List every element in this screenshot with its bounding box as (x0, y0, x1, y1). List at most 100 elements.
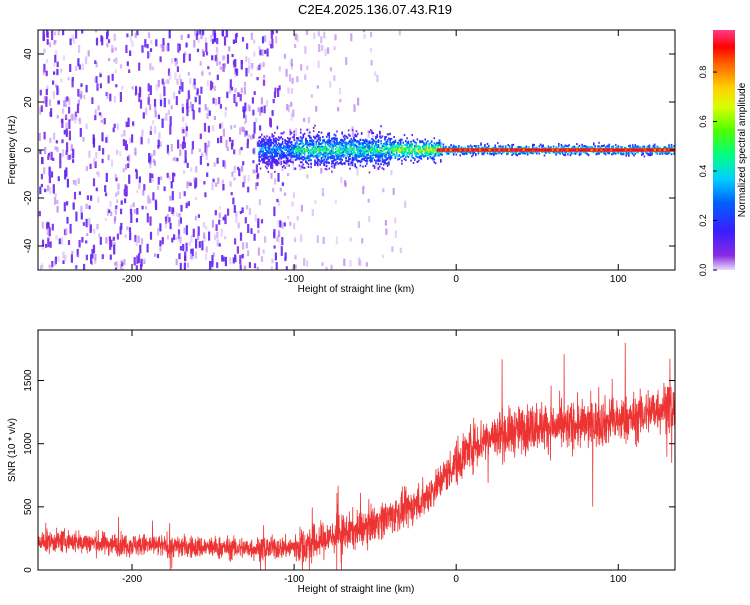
spectrogram-cell (223, 55, 226, 60)
spectrogram-cell (270, 44, 273, 49)
spectrogram-cell (555, 153, 557, 156)
spectrogram-cell (178, 234, 181, 242)
spectrogram-cell (93, 158, 96, 165)
spectrogram-cell (379, 156, 381, 159)
spectrogram-cell (243, 121, 246, 125)
spectrogram-cell (465, 152, 468, 155)
spectrogram-cell (515, 153, 517, 156)
spectrogram-cell (116, 233, 119, 240)
spectrogram-cell (233, 94, 236, 104)
spectrogram-cell (319, 143, 321, 145)
spectrogram-cell (469, 144, 472, 147)
spectrogram-cell (297, 157, 299, 160)
spectrogram-cell (299, 136, 302, 139)
spectrogram-cell (93, 228, 96, 234)
spectrogram-cell (324, 143, 327, 145)
spectrogram-cell (154, 105, 157, 112)
spectrogram-cell (259, 49, 262, 56)
spectrogram-cell (51, 261, 54, 268)
spectrogram-cell (390, 151, 393, 154)
spectrogram-cell (142, 112, 145, 119)
spectrogram-cell (70, 153, 73, 159)
spectrogram-cell (305, 141, 307, 144)
spectrogram-cell (392, 153, 394, 156)
spectrogram-cell (264, 143, 267, 146)
spectrogram-cell (180, 204, 183, 212)
spectrogram-cell (508, 145, 511, 148)
spectrogram-cell (154, 111, 157, 118)
spectrogram-cell (390, 143, 393, 146)
spectrogram-cell (289, 130, 292, 133)
spectrogram-cell (97, 196, 100, 203)
spectrogram-cell (412, 157, 415, 159)
spectrogram-cell (463, 147, 465, 150)
spectrogram-cell (266, 153, 268, 156)
spectrogram-cell (219, 123, 222, 129)
spectrogram-cell (493, 149, 496, 151)
spectrogram-cell (336, 141, 338, 144)
spectrogram-cell (329, 145, 332, 148)
spectrogram-cell (398, 151, 401, 153)
spectrogram-cell (339, 98, 342, 103)
spectrogram-cell (53, 132, 56, 140)
spectrogram-cell (425, 154, 428, 157)
spectrogram-cell (429, 147, 432, 149)
spectrogram-cell (497, 142, 499, 145)
spectrogram-cell (255, 164, 258, 173)
spectrogram-cell (178, 43, 181, 51)
spectrogram-cell (55, 140, 58, 144)
spectrogram-cell (64, 229, 68, 237)
spectrogram-cell (62, 55, 66, 61)
spectrogram-cell (342, 155, 345, 158)
spectrogram-cell (587, 154, 590, 157)
spectrogram-cell (259, 144, 262, 147)
spectrogram-cell (119, 264, 122, 270)
spectrogram-cell (290, 143, 293, 146)
spectrogram-cell (350, 142, 353, 145)
spectrogram-cell (218, 61, 221, 65)
spectrogram-cell (289, 145, 292, 148)
spectrogram-cell (227, 208, 230, 216)
spectrogram-cell (345, 159, 347, 162)
spectrogram-cell (126, 33, 129, 38)
spectrogram-cell (382, 188, 385, 193)
spectrogram-cell (290, 63, 293, 70)
spectrogram-cell (525, 145, 528, 148)
spectrogram-cell (346, 150, 349, 152)
spectrogram-cell (316, 149, 319, 152)
spectrogram-cell (363, 33, 366, 39)
spectrogram-cell (323, 158, 325, 161)
spectrogram-cell (350, 161, 353, 164)
spectrogram-cell (434, 162, 437, 165)
spectrogram-cell (274, 87, 277, 93)
spectrogram-cell (285, 266, 288, 270)
spectrogram-cell (64, 254, 67, 261)
spectrogram-cell (440, 149, 442, 151)
spectrogram-cell (296, 149, 298, 152)
spectrogram-cell (333, 140, 336, 143)
spectrogram-cell (440, 153, 442, 156)
spectrogram-cell (581, 146, 583, 149)
spectrogram-cell (285, 147, 288, 150)
spectrogram-cell (258, 152, 260, 154)
spectrogram-cell (401, 148, 403, 151)
spectrogram-cell (379, 165, 381, 168)
spectrogram-cell (375, 162, 377, 165)
spectrogram-cell (261, 158, 263, 161)
spectrogram-cell (189, 77, 192, 85)
spectrogram-cell (293, 130, 295, 133)
spectrogram-cell (328, 136, 331, 139)
spectrogram-cell (114, 206, 117, 215)
spectrogram-cell (299, 150, 302, 156)
spectrogram-cell (115, 261, 118, 268)
spectrogram-cell (600, 151, 603, 154)
spectrogram-cell (301, 141, 303, 143)
spectrogram-cell (133, 209, 136, 214)
spectrogram-cell (423, 146, 425, 149)
spectrogram-cell (376, 75, 379, 82)
spectrogram-cell (252, 160, 255, 164)
spectrogram-cell (617, 152, 620, 155)
spectrogram-cell (64, 103, 67, 108)
spectrogram-cell (570, 151, 573, 154)
spectrogram-cell (569, 151, 572, 154)
